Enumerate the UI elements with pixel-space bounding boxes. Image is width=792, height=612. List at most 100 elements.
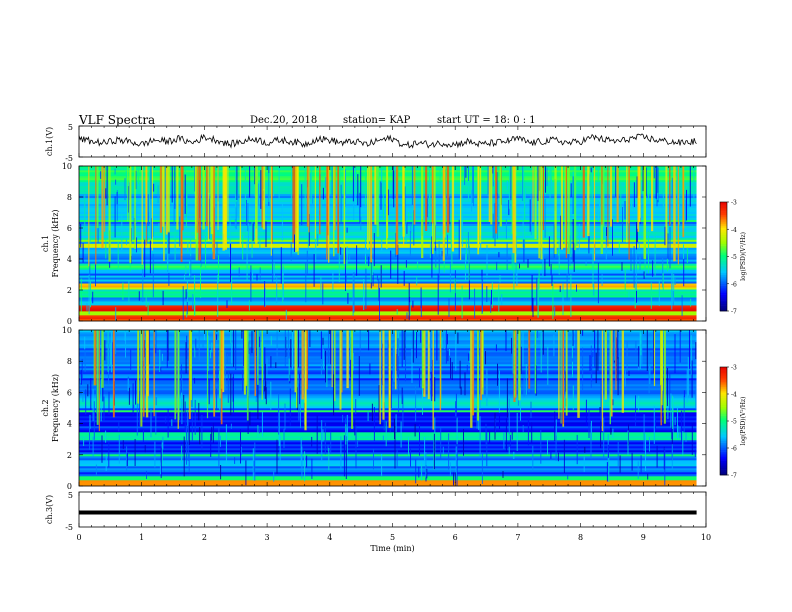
spectral-texture xyxy=(683,396,685,433)
spectral-texture xyxy=(372,272,374,287)
spectral-texture xyxy=(310,166,312,202)
spectral-texture xyxy=(265,221,267,248)
sferic-spike xyxy=(395,166,399,255)
spectral-texture xyxy=(184,166,186,183)
date-label: Dec.20, 2018 xyxy=(250,115,318,126)
spectral-texture xyxy=(511,253,513,271)
frequency-band xyxy=(79,386,697,389)
spectral-texture xyxy=(284,403,286,430)
spectral-texture xyxy=(381,169,383,184)
spectral-texture xyxy=(89,414,91,429)
spectral-texture xyxy=(446,334,448,345)
spectral-texture xyxy=(218,426,220,467)
sferic-spike xyxy=(293,166,296,235)
spectral-texture xyxy=(316,415,318,454)
spectral-texture xyxy=(547,439,548,455)
spectral-texture xyxy=(398,330,400,357)
spectral-texture xyxy=(89,225,91,243)
colorbar-segment xyxy=(720,442,727,445)
frequency-band xyxy=(79,277,697,280)
spectral-texture xyxy=(118,422,120,432)
colorbar-segment xyxy=(720,289,727,292)
spectral-texture xyxy=(339,170,341,203)
spectral-texture xyxy=(560,215,562,250)
spectral-texture xyxy=(649,437,650,452)
spectral-texture xyxy=(226,353,228,364)
spectral-texture xyxy=(282,266,284,300)
colorbar-segment xyxy=(720,448,727,451)
spectral-texture xyxy=(457,332,459,344)
spectral-texture xyxy=(573,242,575,272)
spectral-texture xyxy=(505,330,507,352)
spectral-texture xyxy=(180,364,182,393)
frequency-band xyxy=(79,245,697,248)
frequency-band xyxy=(79,456,697,459)
spectral-texture xyxy=(243,330,244,366)
x-tick-label: 7 xyxy=(515,533,520,542)
spectral-texture xyxy=(585,260,587,266)
spectral-texture xyxy=(317,233,319,246)
sferic-spike xyxy=(163,166,165,261)
spectral-texture xyxy=(331,166,333,196)
spectral-texture xyxy=(174,166,176,209)
spectral-texture xyxy=(498,284,500,312)
spectral-texture xyxy=(260,341,262,367)
colorbar-segment xyxy=(720,462,727,465)
spectral-texture xyxy=(211,342,213,353)
spectral-texture xyxy=(412,212,414,229)
spectral-texture xyxy=(249,166,251,198)
spectral-texture xyxy=(160,366,162,372)
spectral-texture xyxy=(450,357,451,379)
spectral-texture xyxy=(406,222,408,234)
spectral-texture xyxy=(134,439,136,466)
spectral-texture xyxy=(111,330,113,373)
no-data-strip xyxy=(696,330,706,486)
spectral-texture xyxy=(641,330,643,367)
spectral-texture xyxy=(455,446,457,481)
spectral-texture xyxy=(246,199,247,226)
spectral-texture xyxy=(610,427,612,435)
spectral-texture xyxy=(167,409,169,438)
spectral-texture xyxy=(671,177,673,199)
sferic-spike xyxy=(386,166,388,250)
frequency-band xyxy=(79,297,697,300)
spectral-texture xyxy=(198,330,200,361)
spectral-texture xyxy=(92,389,94,422)
sferic-spike xyxy=(609,166,613,227)
spectral-texture xyxy=(207,335,209,371)
spectral-texture xyxy=(674,417,676,426)
spectral-texture xyxy=(210,433,212,457)
spectral-texture xyxy=(216,388,218,411)
spectral-texture xyxy=(666,258,668,272)
spectral-texture xyxy=(270,356,272,368)
chart-title: VLF Spectra xyxy=(79,113,156,127)
spectral-texture xyxy=(590,422,592,459)
colorbar-segment xyxy=(720,471,727,474)
spectral-texture xyxy=(373,233,375,267)
spectral-texture xyxy=(272,248,274,283)
spectral-texture xyxy=(645,167,647,197)
spectral-texture xyxy=(273,185,274,197)
colorbar-segment xyxy=(720,433,727,436)
spectral-texture xyxy=(251,331,253,354)
spectral-texture xyxy=(148,330,150,365)
spectral-texture xyxy=(592,248,594,288)
colorbar-segment xyxy=(720,381,727,384)
colorbar-tick-label: -3 xyxy=(731,200,737,207)
spectral-texture xyxy=(81,358,83,378)
spectral-texture xyxy=(513,253,515,291)
spectral-texture xyxy=(570,217,572,257)
colorbar-segment xyxy=(720,415,727,418)
spectral-texture xyxy=(671,444,673,469)
sferic-spike xyxy=(145,166,148,223)
spectral-texture xyxy=(208,379,210,405)
spectral-texture xyxy=(325,350,326,383)
spectral-texture xyxy=(522,213,524,248)
spectral-texture xyxy=(248,300,250,311)
frequency-band xyxy=(79,464,697,467)
spectral-texture xyxy=(532,298,534,317)
spectral-texture xyxy=(616,339,618,381)
spectral-texture xyxy=(259,428,261,434)
spectral-texture xyxy=(522,330,524,367)
spectral-texture xyxy=(121,212,123,250)
